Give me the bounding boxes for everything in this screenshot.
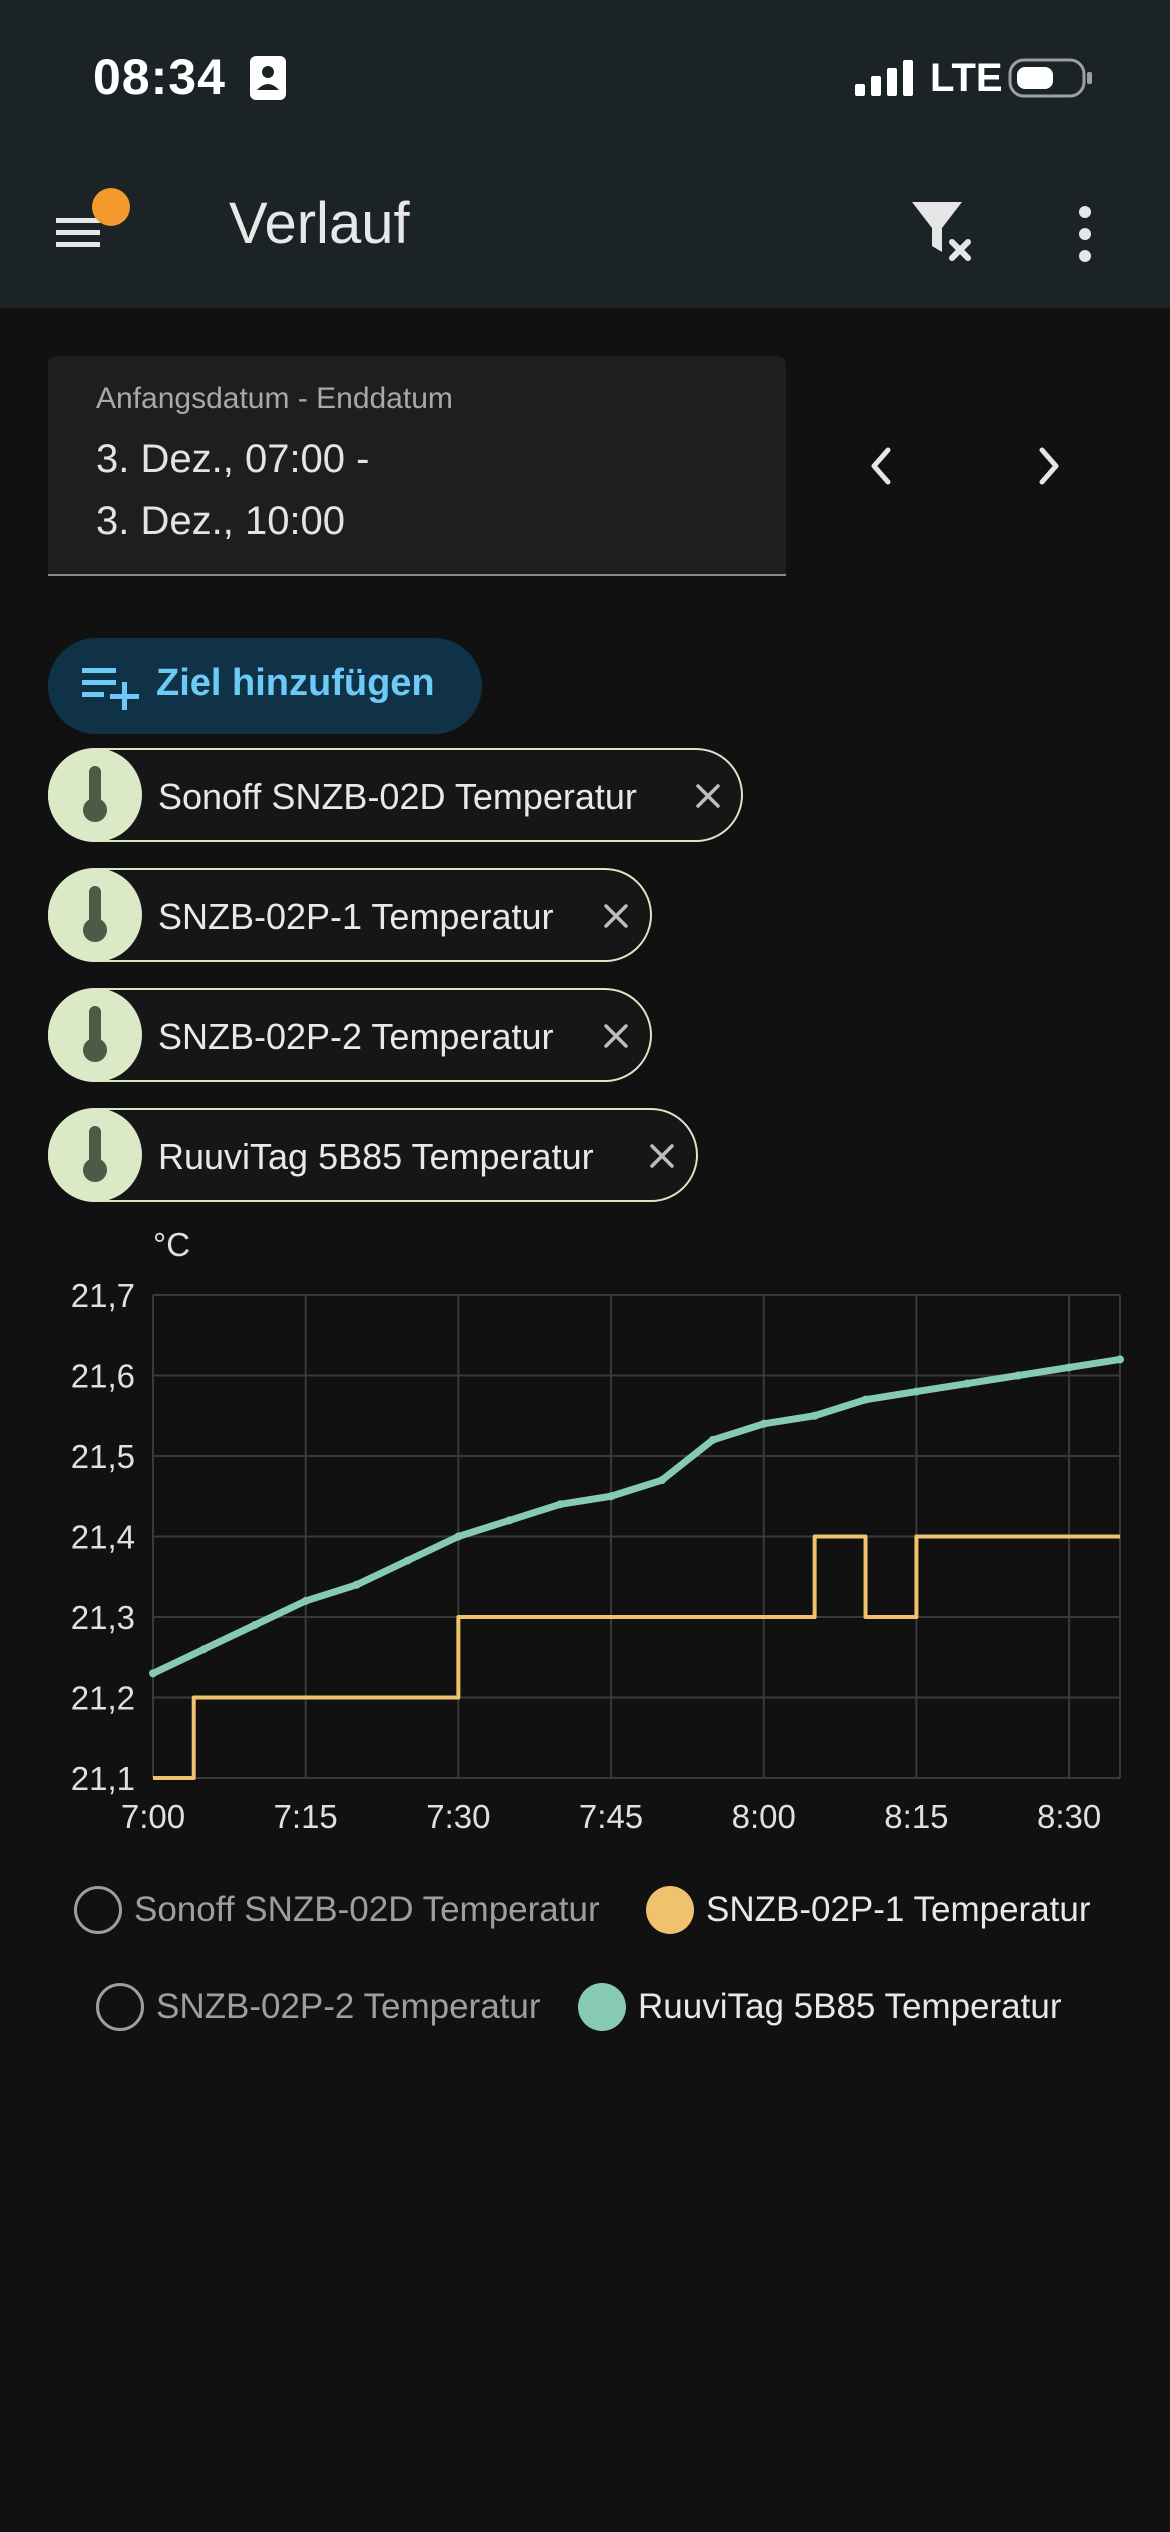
x-axis: 7:00 7:15 7:30 7:45 8:00 8:15 8:30 bbox=[121, 1798, 1101, 1835]
data-point bbox=[912, 1387, 921, 1396]
notification-dot bbox=[92, 188, 130, 226]
y-tick-label: 21,2 bbox=[71, 1680, 135, 1717]
y-axis-label: °C bbox=[153, 1226, 190, 1263]
add-target-button[interactable]: Ziel hinzufügen bbox=[48, 638, 482, 734]
chevron-left-icon bbox=[871, 447, 891, 485]
y-tick-label: 21,4 bbox=[71, 1519, 135, 1556]
target-chip-ruuvitag-5b85[interactable]: RuuviTag 5B85 Temperatur bbox=[48, 1108, 698, 1202]
menu-icon bbox=[56, 218, 100, 247]
data-point bbox=[607, 1492, 616, 1501]
data-point bbox=[657, 1476, 666, 1485]
legend-swatch-hollow bbox=[96, 1983, 144, 2031]
data-point bbox=[454, 1532, 463, 1541]
date-range-label: Anfangsdatum - Enddatum bbox=[96, 382, 453, 415]
data-point bbox=[149, 1669, 157, 1678]
legend-swatch-filled bbox=[578, 1983, 626, 2031]
x-tick-label: 8:00 bbox=[732, 1798, 796, 1835]
y-tick-label: 21,6 bbox=[71, 1358, 135, 1395]
data-point bbox=[810, 1411, 819, 1420]
playlist-add-icon bbox=[82, 668, 139, 710]
legend-swatch-filled bbox=[646, 1886, 694, 1934]
status-bar: 08:34 LTE bbox=[0, 0, 1170, 150]
temperature-chart: 21,7 21,6 21,5 21,4 21,3 21,2 21,1 7:00 7:15 7:3… bbox=[71, 1226, 1124, 1835]
battery-icon bbox=[1008, 58, 1092, 98]
chip-avatar bbox=[48, 868, 142, 962]
target-chip-sonoff-snzb-02d[interactable]: Sonoff SNZB-02D Temperatur bbox=[48, 748, 743, 842]
close-icon[interactable] bbox=[690, 778, 726, 814]
x-tick-label: 7:00 bbox=[121, 1798, 185, 1835]
legend-label: RuuviTag 5B85 Temperatur bbox=[638, 1987, 1062, 2026]
data-point bbox=[403, 1556, 412, 1565]
data-point bbox=[1116, 1355, 1124, 1364]
thermometer-icon bbox=[83, 766, 107, 822]
network-type: LTE bbox=[930, 56, 1003, 100]
close-icon[interactable] bbox=[644, 1138, 680, 1174]
chip-label: Sonoff SNZB-02D Temperatur bbox=[158, 776, 637, 817]
legend-swatch-hollow bbox=[74, 1886, 122, 1934]
y-tick-label: 21,1 bbox=[71, 1760, 135, 1797]
x-tick-label: 8:15 bbox=[884, 1798, 948, 1835]
series-line bbox=[151, 1355, 1121, 1677]
data-point bbox=[963, 1379, 972, 1388]
data-point bbox=[1014, 1371, 1023, 1380]
more-vert-icon bbox=[1079, 206, 1091, 262]
data-point bbox=[759, 1419, 768, 1428]
previous-range-button[interactable] bbox=[856, 436, 906, 496]
target-chip-snzb-02p-1[interactable]: SNZB-02P-1 Temperatur bbox=[48, 868, 652, 962]
filter-clear-icon bbox=[912, 202, 971, 261]
filter-clear-button[interactable] bbox=[906, 194, 986, 274]
data-point bbox=[505, 1516, 514, 1525]
x-tick-label: 7:45 bbox=[579, 1798, 643, 1835]
legend-label: Sonoff SNZB-02D Temperatur bbox=[134, 1890, 600, 1929]
chip-avatar bbox=[48, 988, 142, 1082]
page-title: Verlauf bbox=[229, 191, 410, 256]
y-tick-label: 21,5 bbox=[71, 1438, 135, 1475]
legend-label: SNZB-02P-2 Temperatur bbox=[156, 1987, 541, 2026]
date-range-value: 3. Dez., 07:00 - 3. Dez., 10:00 bbox=[96, 437, 370, 543]
data-point bbox=[352, 1580, 361, 1589]
chip-avatar bbox=[48, 1108, 142, 1202]
data-point bbox=[861, 1395, 870, 1404]
series-line bbox=[153, 1534, 1120, 1780]
data-point bbox=[1065, 1363, 1074, 1372]
app-bar: Verlauf bbox=[0, 150, 1170, 308]
x-tick-label: 7:30 bbox=[426, 1798, 490, 1835]
x-tick-label: 8:30 bbox=[1037, 1798, 1101, 1835]
signal-icon bbox=[855, 60, 913, 96]
thermometer-icon bbox=[83, 886, 107, 942]
thermometer-icon bbox=[83, 1006, 107, 1062]
chevron-right-icon bbox=[1039, 447, 1059, 485]
thermometer-icon bbox=[83, 1126, 107, 1182]
target-chip-snzb-02p-2[interactable]: SNZB-02P-2 Temperatur bbox=[48, 988, 652, 1082]
next-range-button[interactable] bbox=[1024, 436, 1074, 496]
chip-avatar bbox=[48, 748, 142, 842]
data-point bbox=[301, 1596, 310, 1605]
x-tick-label: 7:15 bbox=[274, 1798, 338, 1835]
close-icon[interactable] bbox=[598, 1018, 634, 1054]
add-target-label: Ziel hinzufügen bbox=[156, 662, 435, 704]
chip-label: SNZB-02P-2 Temperatur bbox=[158, 1016, 554, 1057]
data-point bbox=[556, 1500, 565, 1509]
close-icon[interactable] bbox=[598, 898, 634, 934]
y-tick-label: 21,7 bbox=[71, 1277, 135, 1314]
chart-series bbox=[149, 1355, 1124, 1780]
y-axis: 21,7 21,6 21,5 21,4 21,3 21,2 21,1 bbox=[71, 1277, 135, 1797]
menu-button[interactable] bbox=[48, 188, 138, 268]
date-range-field[interactable]: Anfangsdatum - Enddatum 3. Dez., 07:00 -… bbox=[48, 356, 786, 576]
contact-card-icon bbox=[250, 56, 286, 100]
more-options-button[interactable] bbox=[1062, 194, 1108, 274]
status-time: 08:34 bbox=[93, 49, 226, 105]
data-point bbox=[250, 1621, 259, 1630]
data-point bbox=[708, 1435, 717, 1444]
legend-label: SNZB-02P-1 Temperatur bbox=[706, 1890, 1091, 1929]
data-point bbox=[199, 1645, 208, 1654]
y-tick-label: 21,3 bbox=[71, 1599, 135, 1636]
chip-label: SNZB-02P-1 Temperatur bbox=[158, 896, 554, 937]
chip-label: RuuviTag 5B85 Temperatur bbox=[158, 1136, 594, 1177]
